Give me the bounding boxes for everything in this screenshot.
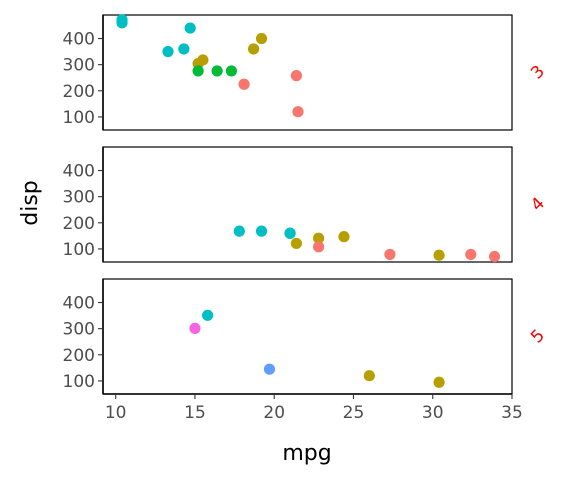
- strip-label-gear-3: 3: [527, 62, 549, 84]
- y-tick-label: 100: [63, 108, 95, 128]
- x-tick-label: 35: [501, 403, 523, 423]
- strip-label-gear-4: 4: [527, 194, 549, 216]
- panels-layer: 100 200 300 400 3 100 200 300 400 4 100 200 300 400 5: [63, 14, 549, 395]
- data-point: [290, 70, 303, 82]
- y-tick-label: 300: [63, 320, 95, 340]
- points: [189, 309, 445, 388]
- x-tick-label: 20: [263, 403, 285, 423]
- data-point: [248, 43, 260, 55]
- data-point: [225, 65, 238, 77]
- data-point: [433, 376, 445, 388]
- x-axis: 10 15 20 25 30 35: [103, 393, 523, 423]
- data-point: [433, 249, 445, 261]
- data-point: [189, 322, 201, 334]
- panel-gear-3: 100 200 300 400 3: [63, 14, 549, 131]
- y-tick-label: 400: [63, 162, 95, 182]
- data-point: [255, 225, 268, 237]
- y-tick-label: 400: [63, 294, 95, 314]
- data-point: [284, 227, 296, 239]
- data-point: [292, 106, 304, 118]
- panel-gear-5: 100 200 300 400 5: [63, 278, 549, 395]
- y-axis-title: disp: [18, 180, 43, 226]
- data-point: [363, 370, 375, 382]
- data-point: [384, 248, 396, 261]
- y-tick-label: 300: [63, 56, 95, 76]
- y-tick-label: 200: [63, 214, 95, 234]
- data-point: [312, 241, 325, 253]
- x-tick-label: 30: [422, 403, 444, 423]
- data-point: [202, 309, 214, 321]
- y-tick-label: 100: [63, 372, 95, 392]
- data-point: [263, 363, 276, 375]
- data-point: [255, 32, 268, 45]
- panel-gear-4: 100 200 300 400 4: [63, 146, 549, 263]
- data-point: [290, 237, 303, 250]
- y-tick-label: 200: [63, 82, 95, 102]
- data-point: [233, 225, 245, 237]
- data-point: [338, 231, 350, 243]
- points: [116, 14, 304, 118]
- y-tick-label: 100: [63, 240, 95, 260]
- panel-border: [102, 278, 513, 395]
- y-tick-label: 300: [63, 188, 95, 208]
- points: [233, 225, 501, 263]
- panel-border: [102, 14, 513, 131]
- panel-border: [102, 146, 513, 263]
- y-tick-label: 200: [63, 346, 95, 366]
- data-point: [178, 43, 190, 55]
- data-point: [184, 22, 196, 34]
- x-tick-label: 25: [343, 403, 365, 423]
- x-tick-label: 10: [105, 403, 127, 423]
- data-point: [192, 65, 204, 77]
- data-point: [312, 232, 325, 244]
- x-axis-title: mpg: [282, 441, 331, 466]
- data-point: [238, 78, 250, 90]
- data-point: [211, 65, 223, 77]
- data-point: [116, 17, 128, 29]
- strip-label-gear-5: 5: [527, 326, 549, 348]
- data-point: [488, 250, 501, 263]
- data-point: [162, 45, 174, 58]
- data-point: [465, 248, 477, 261]
- y-tick-label: 400: [63, 30, 95, 50]
- x-tick-label: 15: [184, 403, 206, 423]
